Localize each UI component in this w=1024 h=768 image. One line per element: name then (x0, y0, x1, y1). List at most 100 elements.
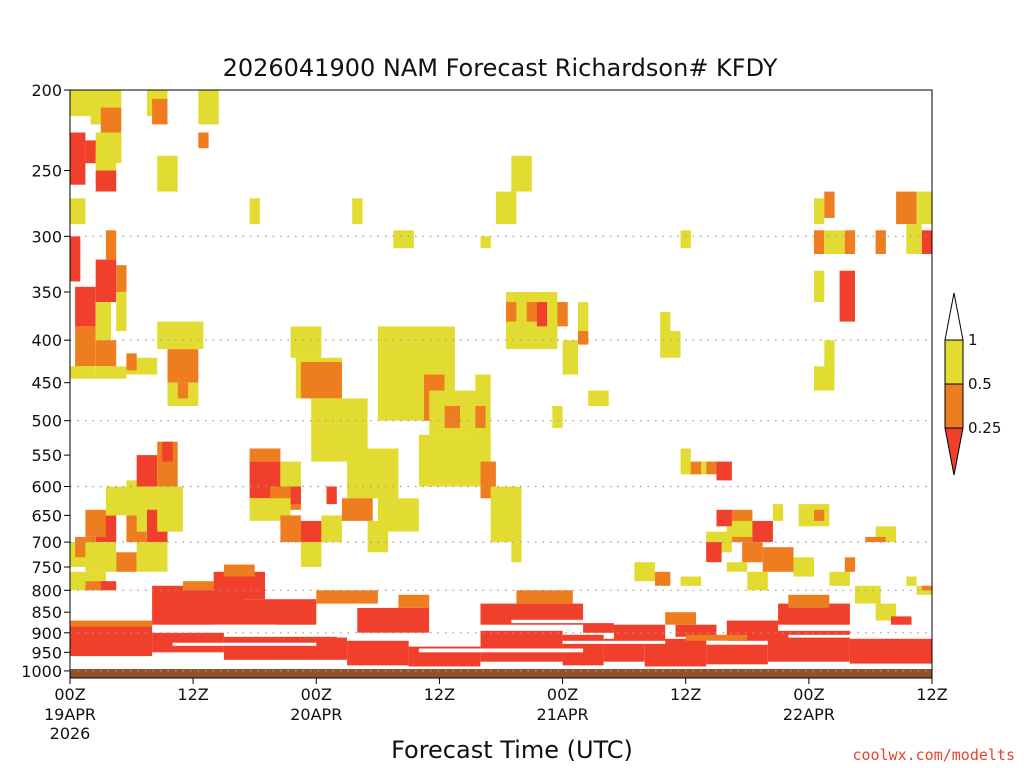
ri-cell (116, 292, 127, 332)
ri-cell (865, 536, 886, 543)
y-tick-label: 850 (31, 603, 62, 622)
ri-cell (793, 557, 814, 577)
ri-cell (398, 594, 430, 608)
ri-cell (680, 576, 702, 586)
x-tick-label: 00Z (301, 685, 332, 704)
ri-cell (747, 571, 768, 591)
ri-cell (341, 498, 373, 521)
ri-cell (157, 155, 178, 192)
ri-cell (280, 515, 301, 543)
ri-cell (100, 107, 122, 141)
x-axis-label: Forecast Time (UTC) (391, 736, 633, 764)
ri-cell (824, 191, 835, 218)
y-tick-label: 750 (31, 558, 62, 577)
ri-cell (814, 509, 825, 521)
ri-cell (706, 461, 717, 475)
colorbar-bin-orange (944, 383, 964, 429)
ri-cell (916, 191, 932, 225)
ri-cell (680, 448, 691, 475)
ri-cell (300, 520, 322, 543)
ri-cell (578, 302, 589, 341)
ri-cell (896, 191, 917, 225)
ri-cell (157, 321, 204, 349)
ri-cell (85, 542, 117, 572)
ri-cell (75, 286, 96, 327)
ri-cell (829, 571, 850, 586)
ri-cell (480, 236, 491, 249)
ri-cell (552, 406, 563, 428)
ri-cell (393, 230, 414, 249)
ri-cell (562, 340, 578, 375)
ri-gap (788, 634, 912, 638)
x-tick-label: 12Z (916, 685, 947, 704)
ri-cell (660, 312, 671, 331)
ri-cell (95, 366, 127, 379)
ri-cell (444, 406, 460, 428)
ri-cell (347, 448, 399, 499)
x-tick-date: 21APR (537, 705, 589, 724)
ri-cell (690, 461, 702, 475)
ri-cell (95, 259, 117, 303)
ri-cell (788, 594, 830, 608)
ri-cell (70, 236, 81, 282)
ri-cell (844, 557, 856, 572)
ri-cell (100, 581, 117, 591)
ri-cell (516, 590, 573, 604)
ri-cell (480, 603, 584, 625)
ri-cell (316, 590, 378, 604)
ri-cell (511, 155, 532, 192)
ri-cell (511, 542, 522, 563)
below-ground-fill (70, 669, 932, 678)
y-tick-label: 300 (31, 227, 62, 246)
ri-cell (855, 585, 881, 604)
ri-cell (70, 198, 86, 225)
colorbar-cap-top (944, 292, 964, 341)
x-tick-label: 12Z (424, 685, 455, 704)
ri-cell (875, 603, 897, 621)
ri-cell (152, 98, 168, 125)
ri-cell (290, 326, 322, 358)
ri-cell (152, 632, 224, 653)
ri-cell (921, 230, 932, 254)
ri-cell (70, 90, 91, 117)
y-tick-label: 350 (31, 283, 62, 302)
ri-cell (85, 581, 106, 591)
x-tick-label: 00Z (54, 685, 85, 704)
ri-cell (875, 230, 886, 254)
ri-cell (506, 302, 517, 322)
y-tick-label: 500 (31, 412, 62, 431)
ri-cell (844, 230, 856, 254)
x-tick-date: 22APR (783, 705, 835, 724)
ri-cell (583, 620, 614, 633)
gridlines (70, 235, 932, 672)
ri-cell (367, 520, 389, 553)
ri-cell (326, 486, 337, 505)
ri-cell (742, 542, 763, 563)
ri-cell (778, 603, 850, 625)
x-tick-label: 00Z (793, 685, 824, 704)
y-tick-label: 400 (31, 331, 62, 350)
ri-cell (85, 509, 106, 537)
y-tick-label: 1000 (21, 662, 62, 681)
ri-cell (675, 624, 717, 637)
ri-cell (654, 571, 671, 586)
ri-cell (495, 191, 517, 225)
x-tick-date: 20APR (290, 705, 342, 724)
ri-cell (475, 406, 486, 428)
ri-cell (814, 198, 825, 225)
ri-cell (906, 224, 922, 254)
y-tick-label: 550 (31, 446, 62, 465)
ri-cell (70, 624, 153, 657)
ri-cell (223, 636, 347, 660)
ri-cell (814, 270, 825, 303)
ri-cell (814, 366, 835, 391)
ri-cell (244, 599, 317, 625)
y-tick-label: 800 (31, 581, 62, 600)
x-tick-year: 2026 (50, 724, 91, 743)
ri-cell (105, 486, 127, 516)
ri-cell (95, 302, 112, 341)
y-tick-label: 250 (31, 162, 62, 181)
ri-cell (136, 542, 168, 572)
ri-cell (167, 349, 199, 383)
